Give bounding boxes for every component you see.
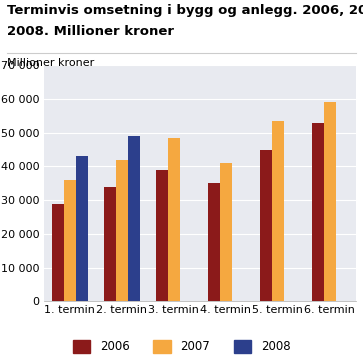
Bar: [104, 187, 116, 301]
Bar: [116, 160, 127, 301]
Bar: [76, 156, 87, 301]
Bar: [260, 150, 272, 301]
Bar: [127, 136, 139, 301]
Text: Terminvis omsetning i bygg og anlegg. 2006, 2007 og: Terminvis omsetning i bygg og anlegg. 20…: [7, 4, 363, 17]
Bar: [156, 170, 168, 301]
Bar: [168, 138, 180, 301]
Legend: 2006, 2007, 2008: 2006, 2007, 2008: [73, 340, 290, 354]
Bar: [272, 121, 284, 301]
Bar: [220, 163, 232, 301]
Text: Millioner kroner: Millioner kroner: [7, 58, 94, 68]
Bar: [324, 102, 336, 301]
Bar: [312, 123, 324, 301]
Bar: [208, 183, 220, 301]
Text: 2008. Millioner kroner: 2008. Millioner kroner: [7, 25, 174, 38]
Bar: [52, 204, 64, 301]
Bar: [64, 180, 76, 301]
